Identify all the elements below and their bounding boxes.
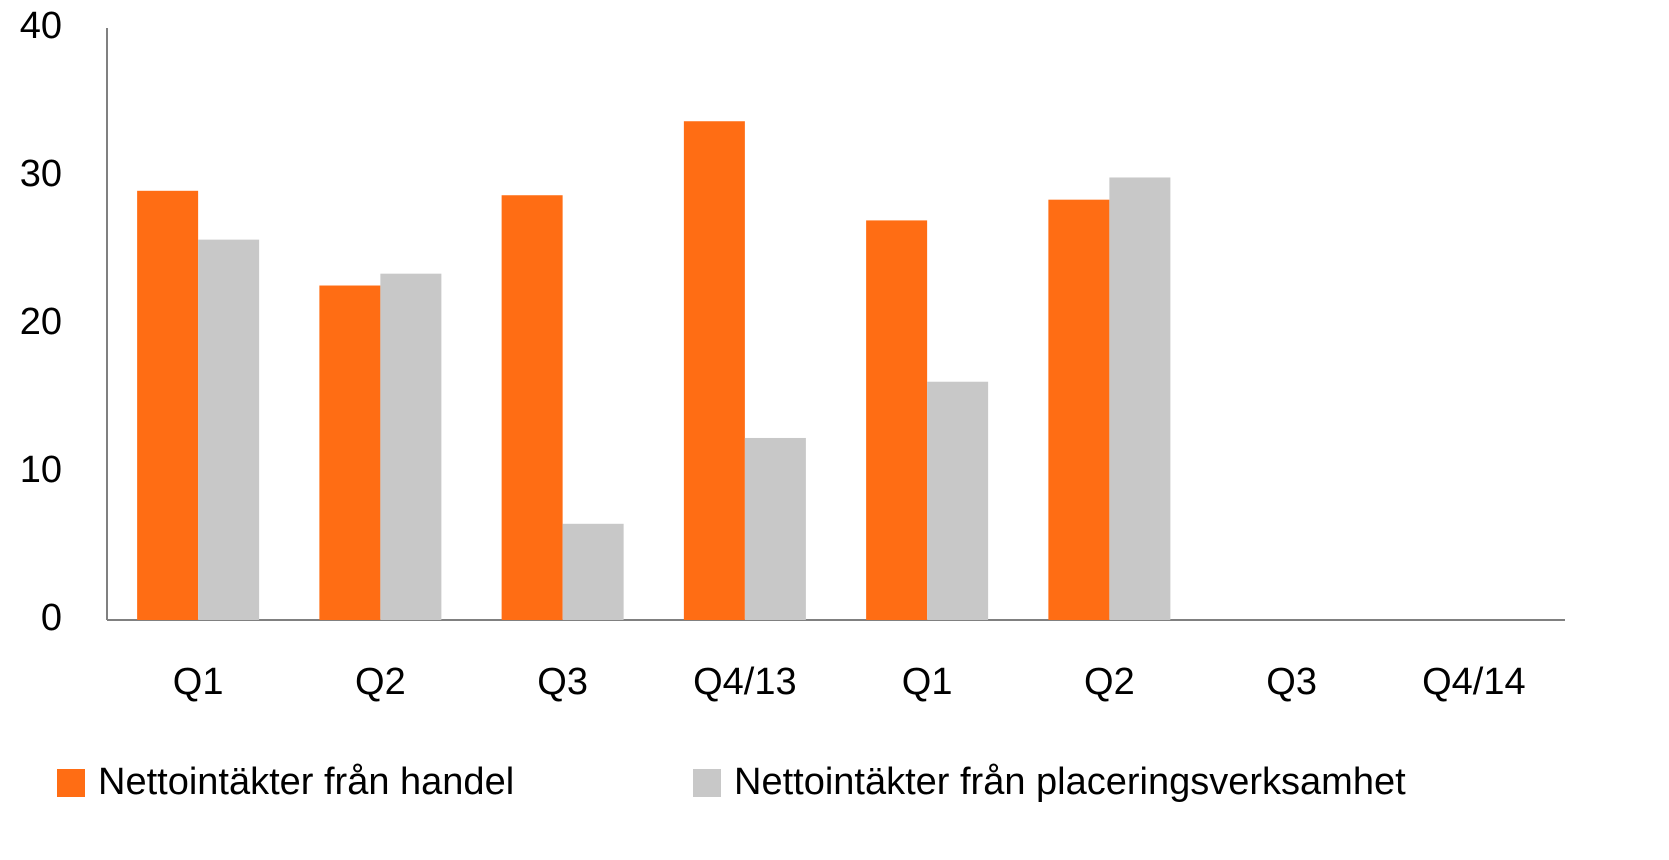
bar bbox=[1109, 177, 1171, 621]
bar bbox=[683, 121, 745, 621]
bar bbox=[562, 523, 624, 620]
bar bbox=[744, 437, 806, 620]
x-tick-label: Q3 bbox=[537, 661, 588, 703]
legend-label: Nettointäkter från placeringsverksamhet bbox=[734, 761, 1406, 803]
y-tick-label: 20 bbox=[20, 301, 62, 343]
x-tick-label: Q1 bbox=[173, 661, 224, 703]
bar bbox=[866, 220, 928, 620]
x-tick-label: Q1 bbox=[902, 661, 953, 703]
y-tick-label: 30 bbox=[20, 153, 62, 195]
legend-label: Nettointäkter från handel bbox=[98, 761, 514, 803]
y-tick-label: 40 bbox=[20, 5, 62, 47]
x-tick-label: Q3 bbox=[1266, 661, 1317, 703]
bar bbox=[501, 195, 563, 621]
x-tick-label: Q4/14 bbox=[1422, 661, 1526, 703]
y-tick-label: 0 bbox=[41, 597, 62, 639]
legend-swatch bbox=[57, 769, 85, 797]
bar bbox=[137, 190, 199, 621]
bar bbox=[198, 239, 260, 620]
x-tick-label: Q4/13 bbox=[693, 661, 797, 703]
x-tick-label: Q2 bbox=[355, 661, 406, 703]
legend-swatch bbox=[693, 769, 721, 797]
y-tick-label: 10 bbox=[20, 449, 62, 491]
bar bbox=[1048, 199, 1110, 620]
bar bbox=[380, 273, 442, 620]
x-tick-label: Q2 bbox=[1084, 661, 1135, 703]
bar bbox=[927, 381, 989, 620]
bar bbox=[319, 285, 381, 620]
